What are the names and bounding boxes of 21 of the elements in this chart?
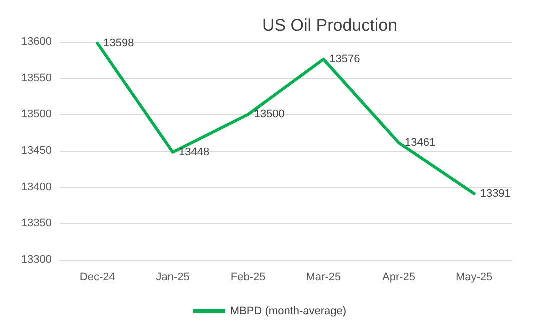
x-tick-label: Feb-25 [230,272,266,284]
data-label: 13461 [405,137,436,150]
data-label: 13576 [330,53,360,66]
x-tick-label: May-25 [456,272,493,284]
y-tick-label: 13400 [21,181,52,194]
data-label: 13598 [104,37,134,50]
y-tick-label: 13600 [21,36,52,48]
y-tick-label: 13300 [21,254,52,266]
x-tick-label: Apr-25 [382,272,416,284]
x-tick-label: Jan-25 [156,272,190,284]
data-label: 13500 [254,108,285,121]
chart-title: US Oil Production [262,16,398,35]
data-label: 13391 [480,188,511,200]
x-tick-label: Mar-25 [306,272,342,284]
y-tick-label: 13550 [21,72,52,84]
y-tick-label: 13500 [21,108,52,121]
data-label: 13448 [179,146,210,158]
x-tick-label: Dec-24 [80,272,116,284]
legend-label: MBPD (month-average) [230,306,347,318]
y-tick-label: 13350 [21,218,52,230]
y-tick-label: 13450 [21,145,52,157]
